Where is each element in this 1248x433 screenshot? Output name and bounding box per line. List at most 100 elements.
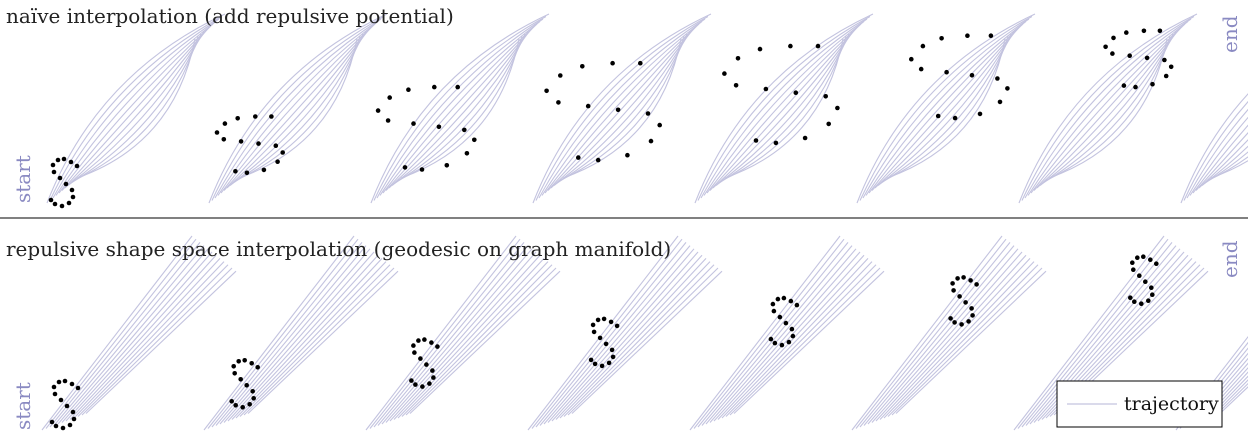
trajectory-line	[1013, 235, 1165, 431]
trajectory-curve	[700, 18, 868, 199]
trajectory-curve	[61, 26, 211, 191]
trajectory-curve	[703, 21, 865, 196]
shape-point	[444, 163, 450, 168]
trajectory-curve	[58, 23, 214, 194]
trajectory-line	[57, 248, 209, 425]
shape-point	[233, 403, 238, 408]
shape-point	[1154, 261, 1159, 267]
shape-point	[61, 156, 67, 162]
trajectory-curve	[370, 13, 550, 204]
shape-point	[242, 358, 247, 363]
shape-point	[1143, 279, 1148, 285]
trajectory-line	[207, 238, 359, 429]
trajectory-line	[1199, 367, 1248, 422]
trajectory-line	[211, 242, 363, 428]
shape-point	[464, 151, 470, 156]
trajectory-curve	[238, 38, 358, 179]
shape-point	[66, 200, 72, 206]
trajectory-curve	[55, 21, 217, 196]
trajectory-line	[693, 238, 845, 429]
shape-point	[462, 127, 467, 133]
repulsive-end-label: end	[1218, 240, 1242, 278]
shape-point	[244, 383, 249, 388]
trajectory-curve	[1189, 116, 1248, 196]
shape-point	[920, 43, 926, 49]
trajectory-curve	[223, 26, 373, 191]
trajectory-curve	[1195, 132, 1248, 191]
shape-point	[963, 300, 968, 305]
trajectory-line	[385, 251, 537, 423]
trajectory-line	[215, 245, 367, 426]
naive-point-frames	[48, 28, 1174, 209]
trajectory-line	[1215, 382, 1248, 416]
shape-point	[826, 121, 831, 127]
shape-point	[255, 365, 260, 370]
shape-point	[1133, 84, 1138, 90]
trajectory-curve	[538, 18, 706, 199]
repulsive-point-frames	[49, 254, 1159, 431]
shape-point	[375, 108, 381, 113]
shape-point	[238, 139, 244, 144]
shape-point	[70, 194, 76, 200]
shape-point	[1163, 73, 1169, 79]
shape-point	[997, 99, 1003, 105]
trajectory-curve	[1048, 38, 1168, 179]
shape-point	[49, 419, 55, 425]
shape-point	[64, 403, 70, 409]
shape-point	[422, 337, 427, 342]
shape-point	[1005, 86, 1010, 91]
trajectory-line	[227, 254, 379, 422]
trajectory-line	[45, 238, 197, 429]
trajectory-line	[381, 248, 533, 425]
trajectory-curve	[52, 18, 220, 199]
legend: trajectory	[1056, 380, 1223, 428]
trajectory-line	[377, 245, 529, 426]
shape-point	[1103, 44, 1108, 50]
shape-point	[232, 371, 237, 376]
shape-point	[779, 342, 785, 348]
shape-point	[1144, 55, 1150, 61]
trajectory-line	[1021, 242, 1173, 428]
shape-point	[280, 150, 286, 155]
shape-point	[1141, 254, 1146, 259]
trajectory-curve	[1021, 16, 1195, 201]
shape-point	[603, 341, 609, 347]
shape-point	[67, 422, 73, 428]
trajectory-line	[709, 251, 861, 423]
shape-point	[53, 423, 59, 429]
trajectory-curve	[67, 31, 205, 186]
trajectory-line	[721, 261, 873, 419]
shape-point	[236, 359, 241, 364]
shape-point	[909, 56, 914, 62]
trajectory-curve	[1030, 23, 1186, 194]
shape-point	[835, 105, 840, 111]
trajectory-curve	[550, 28, 694, 189]
shape-point	[69, 381, 75, 387]
trajectory-line	[851, 235, 1003, 431]
shape-point	[56, 379, 62, 385]
shape-point	[783, 320, 789, 326]
shape-point	[580, 64, 585, 69]
shape-point	[952, 320, 957, 325]
shape-point	[648, 138, 654, 144]
shape-point	[645, 111, 651, 116]
shape-point	[544, 88, 549, 94]
shape-point	[970, 313, 975, 318]
trajectory-curve	[76, 38, 196, 179]
trajectory-curve	[1204, 151, 1248, 184]
trajectory-line	[77, 264, 229, 417]
trajectory-line	[1219, 386, 1248, 414]
trajectory-line	[547, 251, 699, 423]
shape-point	[974, 282, 979, 287]
shape-point	[436, 124, 442, 130]
shape-point	[1168, 64, 1174, 70]
trajectory-line	[539, 245, 691, 426]
shape-point	[233, 169, 238, 174]
trajectory-curve	[715, 31, 853, 186]
trajectory-line	[1029, 248, 1181, 425]
trajectory-curve	[724, 38, 844, 179]
shape-point	[939, 36, 944, 41]
shape-point	[1127, 53, 1132, 58]
repulsive-interpolation-panel: repulsive shape space interpolation (geo…	[6, 235, 1248, 431]
shape-point	[221, 137, 227, 142]
